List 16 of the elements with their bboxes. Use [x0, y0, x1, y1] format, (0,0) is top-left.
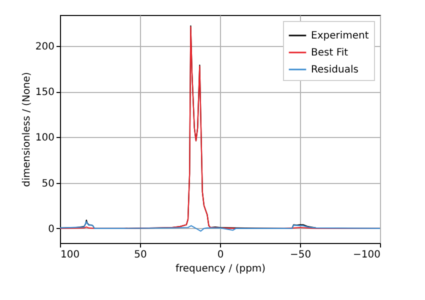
- line-series: [60, 221, 380, 232]
- y-tick-label: 200: [35, 42, 54, 53]
- legend-label: Best Fit: [311, 48, 348, 58]
- y-tick-label: 50: [42, 178, 54, 190]
- x-tick-label: −100: [353, 250, 380, 260]
- x-tick-label: 0: [217, 250, 224, 260]
- x-tick-label: 100: [60, 250, 80, 260]
- y-tick-label: 150: [35, 87, 54, 98]
- y-axis-title: dimensionless / (None): [21, 72, 32, 187]
- y-tick-label: 0: [48, 224, 54, 235]
- legend-label: Residuals: [311, 64, 358, 76]
- x-tick-label: −50: [290, 250, 312, 260]
- legend-label: Experiment: [311, 30, 369, 42]
- y-tick-label: 100: [35, 132, 54, 144]
- x-tick-label: 50: [134, 250, 147, 260]
- x-axis-title: frequency / (ppm): [175, 264, 266, 274]
